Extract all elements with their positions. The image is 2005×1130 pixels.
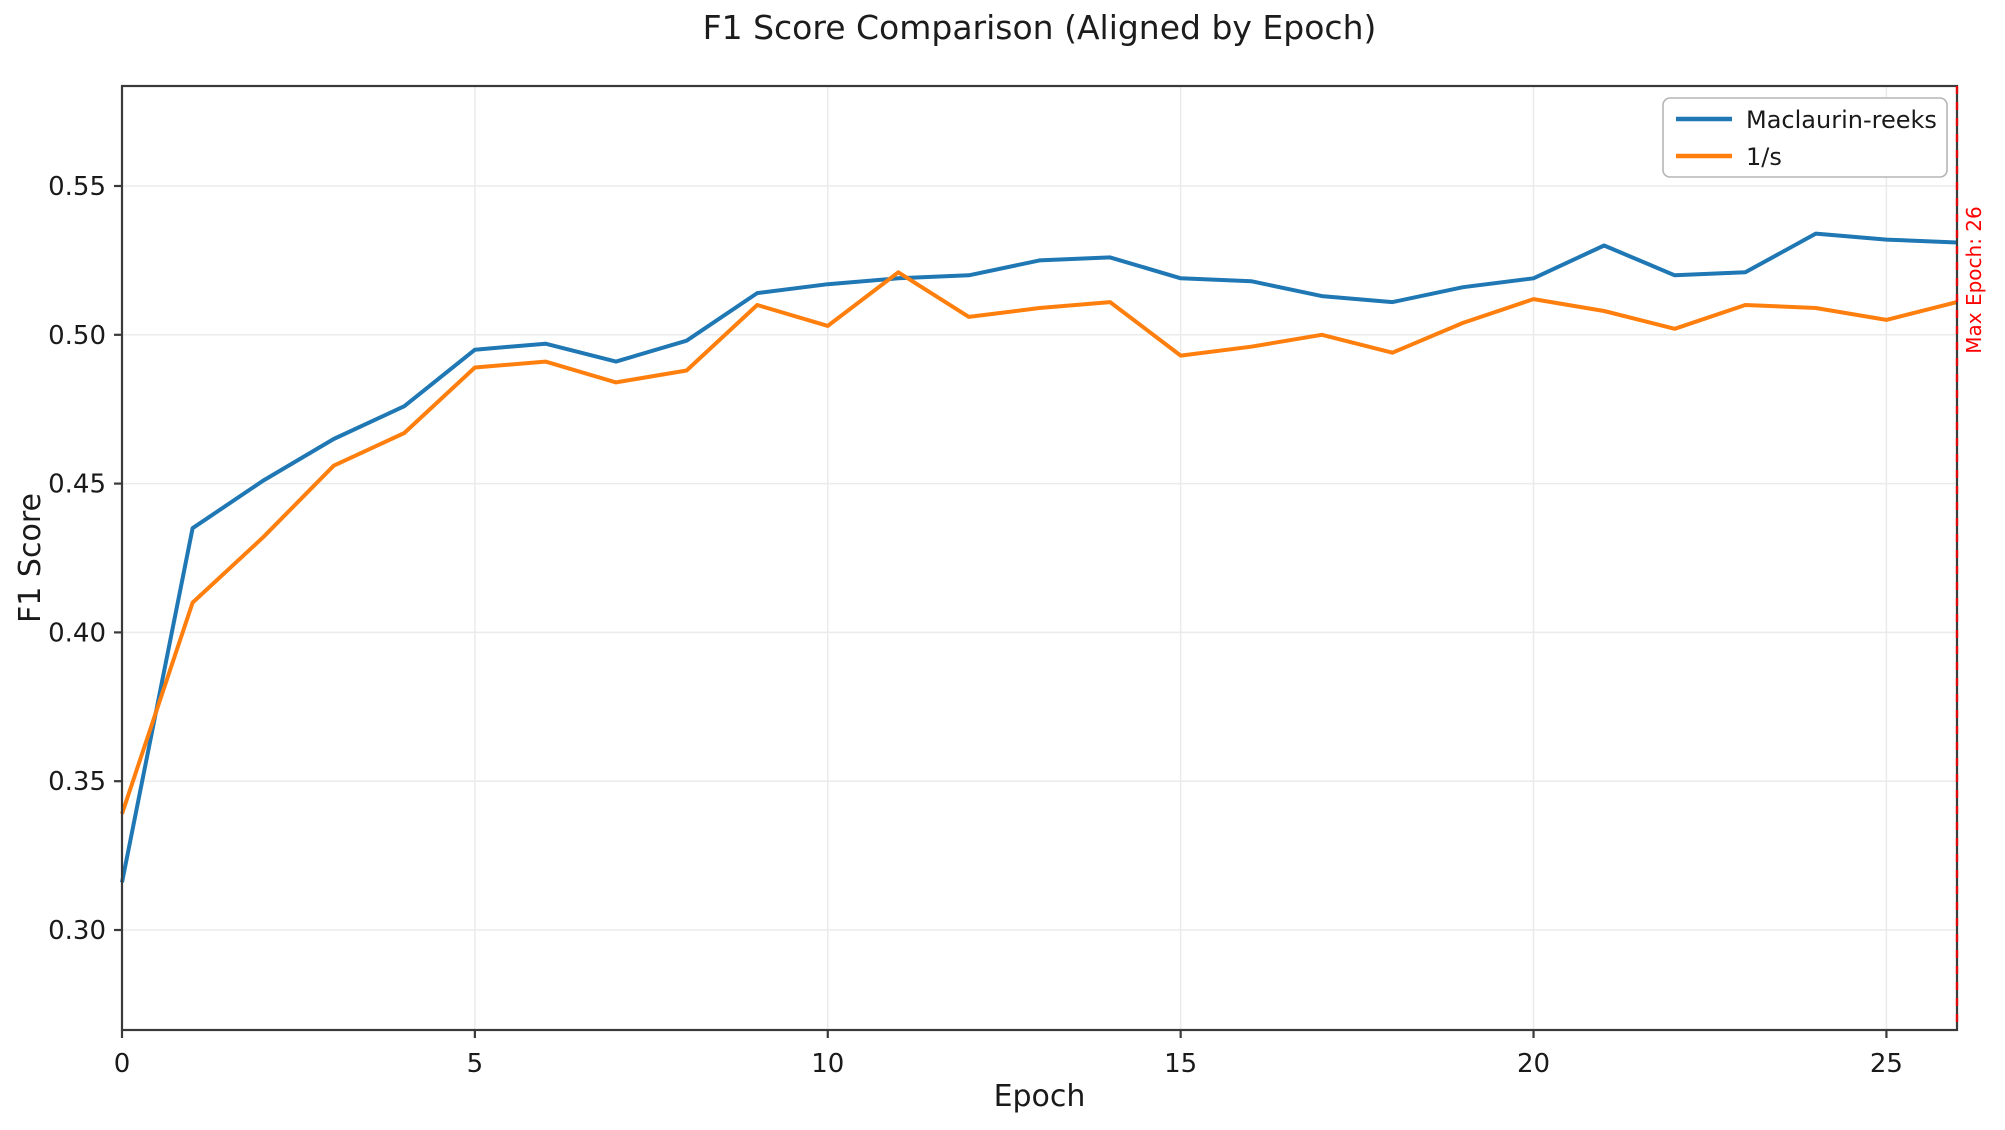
y-tick-label: 0.35 bbox=[48, 767, 106, 797]
y-tick-label: 0.40 bbox=[48, 618, 106, 648]
x-tick-label: 0 bbox=[114, 1049, 131, 1079]
chart-title: F1 Score Comparison (Aligned by Epoch) bbox=[702, 8, 1377, 47]
series-line-maclaurin-reeks bbox=[120, 231, 1958, 883]
y-tick-label: 0.30 bbox=[48, 916, 106, 946]
x-tick-label: 10 bbox=[811, 1049, 844, 1079]
x-tick-label: 20 bbox=[1517, 1049, 1550, 1079]
legend-label-maclaurin-reeks: Maclaurin-reeks bbox=[1746, 106, 1937, 134]
plot-border bbox=[120, 84, 1959, 1032]
legend-box bbox=[1662, 97, 1948, 178]
y-tick-label: 0.55 bbox=[48, 172, 106, 202]
x-tick-label: 25 bbox=[1870, 1049, 1903, 1079]
x-tick-label: 5 bbox=[467, 1049, 484, 1079]
max-epoch-annotation: Max Epoch: 26 bbox=[1962, 206, 1986, 354]
y-tick-label: 0.50 bbox=[48, 321, 106, 351]
y-axis-label: F1 Score bbox=[13, 493, 48, 623]
legend-label-1s: 1/s bbox=[1746, 143, 1782, 171]
y-tick-label: 0.45 bbox=[48, 470, 106, 500]
x-axis-label: Epoch bbox=[994, 1079, 1086, 1114]
series-line-1s bbox=[120, 270, 1958, 815]
x-tick-label: 15 bbox=[1164, 1049, 1197, 1079]
